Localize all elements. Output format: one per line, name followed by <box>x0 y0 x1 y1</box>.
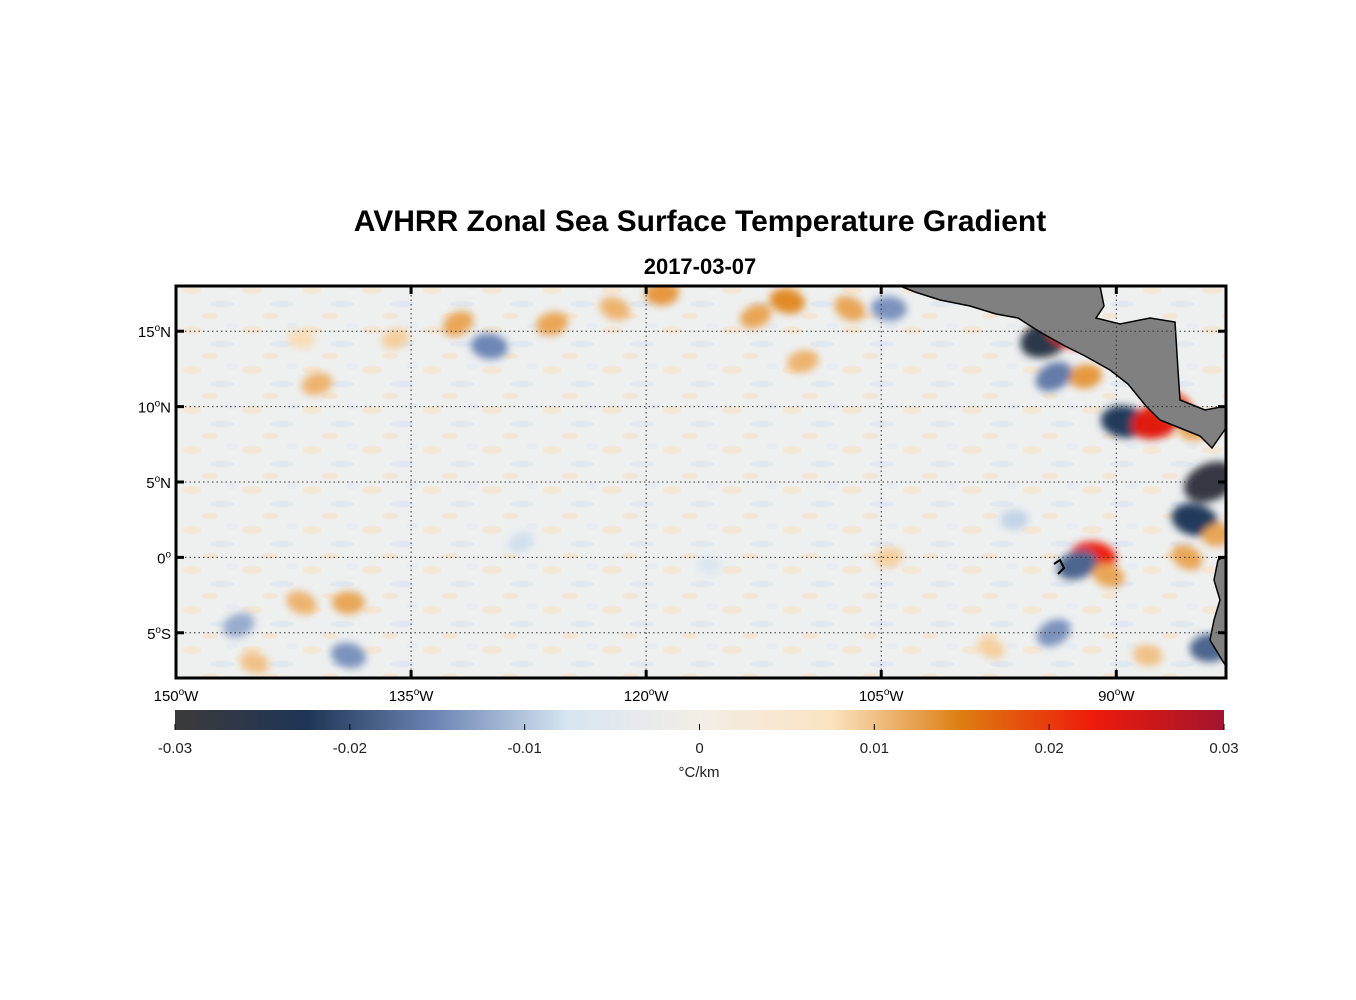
colorbar-tick-label: 0 <box>695 740 704 757</box>
map-plot-area <box>176 286 1226 678</box>
gradient-feature <box>599 296 630 321</box>
gradient-feature <box>769 288 805 314</box>
gradient-feature <box>740 303 772 329</box>
y-tick-label: 5oN <box>146 474 171 492</box>
gradient-feature <box>1171 503 1218 537</box>
x-tick-label: 135oW <box>389 687 435 705</box>
gradient-feature <box>1184 461 1226 503</box>
gradient-feature <box>301 372 333 396</box>
land-central-america <box>899 286 1226 450</box>
colorbar-tick-label: -0.02 <box>332 740 367 757</box>
colorbar-tick-label: -0.01 <box>507 740 542 757</box>
gradient-feature <box>442 310 474 337</box>
axis-ticks: 150oW 135oW 120oW 105oW 90oW 15oN 10oN 5oN 0o 5oS <box>138 286 1226 705</box>
gradient-feature <box>644 286 679 306</box>
colorbar-ticks <box>174 724 1225 730</box>
gradient-feature <box>1000 509 1029 530</box>
x-tick-label: 120oW <box>624 687 670 705</box>
gradient-feature <box>834 296 866 322</box>
y-tick-label: 5oS <box>147 625 171 643</box>
gradient-feature <box>1092 563 1125 588</box>
colorbar-tick-label: -0.03 <box>157 740 193 757</box>
colorbar-tick-label: 0.02 <box>1034 740 1064 757</box>
y-tick-label: 0o <box>157 549 171 567</box>
gradient-feature <box>381 328 410 350</box>
gradient-feature <box>287 329 315 349</box>
gradient-feature <box>330 642 366 669</box>
colorbar-unit: °C/km <box>678 764 720 781</box>
x-tick-label: 150oW <box>154 687 200 705</box>
x-tick-label: 105oW <box>859 687 905 705</box>
colorbar-tick-label: 0.03 <box>1209 740 1239 757</box>
map-title: AVHRR Zonal Sea Surface Temperature Grad… <box>353 205 1047 238</box>
map-subtitle: 2017-03-07 <box>643 254 757 279</box>
colorbar-tick-label: 0.01 <box>859 740 889 757</box>
gradient-feature <box>787 350 819 373</box>
gradient-feature <box>536 311 569 336</box>
gradient-feature <box>507 531 534 553</box>
y-tick-label: 15oN <box>138 323 171 341</box>
gradient-feature <box>874 547 904 568</box>
gradient-feature <box>1132 644 1163 667</box>
gradient-feature <box>696 555 722 575</box>
gradient-feature <box>471 333 508 360</box>
y-tick-label: 10oN <box>138 399 171 417</box>
gradient-feature <box>977 636 1005 659</box>
gradient-feature <box>286 590 317 615</box>
gradient-feature <box>222 612 255 638</box>
land-galapagos <box>1053 558 1066 575</box>
colorbar <box>174 710 1225 730</box>
gradient-feature <box>1035 361 1072 392</box>
gradient-feature <box>871 296 907 321</box>
colorbar-scale <box>175 710 1224 730</box>
land-mass <box>899 286 1226 668</box>
gradient-feature <box>331 591 365 615</box>
gradient-feature <box>239 651 269 674</box>
x-tick-label: 90oW <box>1098 687 1135 705</box>
gradient-feature <box>1171 544 1203 570</box>
gradient-feature <box>1067 364 1103 389</box>
gradient-feature <box>1201 523 1226 547</box>
